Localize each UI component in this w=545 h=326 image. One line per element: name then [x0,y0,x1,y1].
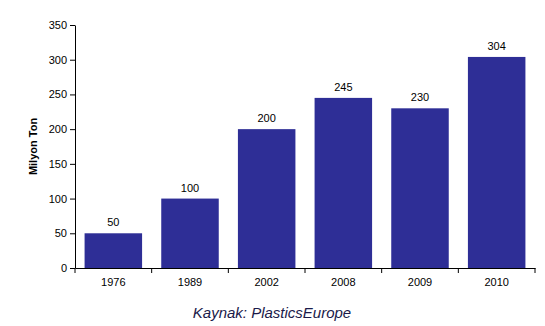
y-tick-label: 250 [49,88,67,100]
y-tick-mark [70,233,75,234]
bar [238,129,296,268]
y-tick: 250 [49,88,75,100]
x-separator [458,268,459,273]
y-tick: 300 [49,54,75,66]
x-tick-label: 2008 [331,276,355,288]
y-tick-mark [70,25,75,26]
x-tick: 2002 [254,268,278,288]
y-tick-mark [70,60,75,61]
y-tick-label: 100 [49,193,67,205]
y-tick-label: 0 [61,262,67,274]
y-tick: 200 [49,123,75,135]
x-tick: 2010 [484,268,508,288]
x-separator [228,268,229,273]
x-tick: 1976 [101,268,125,288]
bar [161,199,219,268]
y-tick-label: 200 [49,123,67,135]
bar [391,108,449,268]
caption: Kaynak: PlasticsEurope [193,304,351,321]
y-tick: 100 [49,193,75,205]
x-tick: 1989 [178,268,202,288]
y-tick-mark [70,164,75,165]
x-separators [75,268,535,273]
y-tick: 150 [49,158,75,170]
x-tick: 2008 [331,268,355,288]
y-tick-mark [70,94,75,95]
y-tick-label: 150 [49,158,67,170]
y-tick-mark [70,268,75,269]
x-separator [75,268,76,273]
y-tick-mark [70,199,75,200]
x-tick-label: 1976 [101,276,125,288]
y-tick: 350 [49,19,75,31]
y-axis-line [75,26,76,269]
x-separator [305,268,306,273]
y-tick-label: 300 [49,54,67,66]
y-tick: 50 [55,227,75,239]
y-axis-title: Milyon Ton [27,118,39,176]
y-axis: 0 50 100 150 200 250 300 350 [49,19,76,274]
x-tick: 2009 [408,268,432,288]
chart: 0 50 100 150 200 250 300 350 1976 1989 2002 2008 200… [0,0,545,326]
y-tick-label: 50 [55,227,67,239]
plot: 0 50 100 150 200 250 300 350 1976 1989 2002 2008 200… [49,19,536,288]
data-label: 200 [257,112,275,124]
x-tick-label: 2002 [254,276,278,288]
y-tick-label: 350 [49,19,67,31]
y-tick: 0 [61,262,75,274]
x-separator [381,268,382,273]
bar [315,98,373,268]
data-label: 50 [107,216,119,228]
x-separator [151,268,152,273]
x-tick-label: 1989 [178,276,202,288]
x-tick-label: 2010 [484,276,508,288]
data-label: 100 [181,182,199,194]
data-label: 230 [411,91,429,103]
data-label: 245 [334,81,352,93]
data-labels: 50 100 200 245 230 304 [107,40,506,228]
x-tick-label: 2009 [408,276,432,288]
bar [468,57,525,268]
data-label: 304 [487,40,505,52]
y-tick-mark [70,129,75,130]
bars [85,57,526,268]
x-axis: 1976 1989 2002 2008 2009 2010 [75,268,536,288]
x-separator [535,268,536,273]
bar [85,233,143,268]
